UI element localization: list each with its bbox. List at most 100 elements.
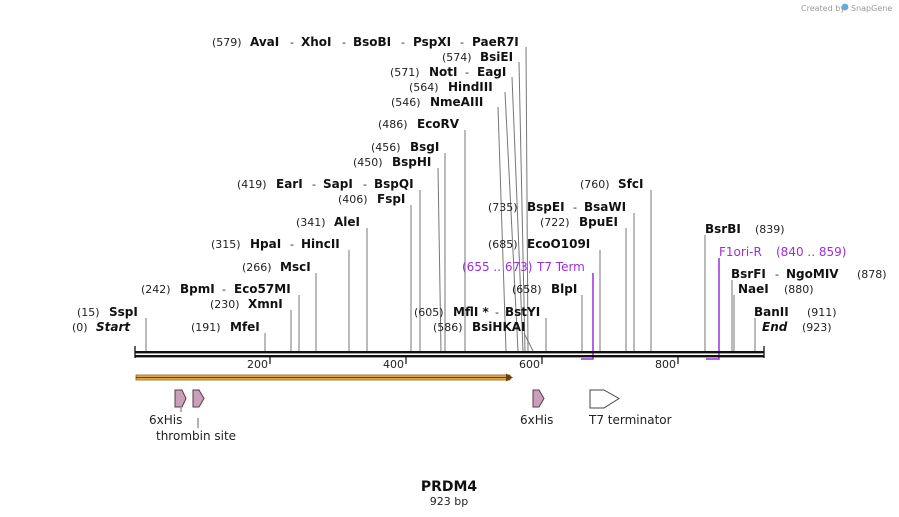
svg-text:BspEI: BspEI bbox=[527, 200, 565, 214]
svg-text:BpuEI: BpuEI bbox=[579, 215, 618, 229]
primer-arrow-f1ori-r bbox=[706, 258, 720, 360]
svg-text:(574): (574) bbox=[442, 51, 472, 64]
primer-markers bbox=[581, 258, 720, 360]
site-label-mfei[interactable]: (191) MfeI bbox=[191, 320, 260, 334]
svg-text:AvaI: AvaI bbox=[250, 35, 279, 49]
svg-text:EcoO109I: EcoO109I bbox=[527, 237, 590, 251]
svg-text:T7 Term: T7 Term bbox=[536, 260, 585, 274]
svg-text:EcoRV: EcoRV bbox=[417, 117, 460, 131]
svg-text:BsgI: BsgI bbox=[410, 140, 439, 154]
svg-text:BsiEI: BsiEI bbox=[480, 50, 513, 64]
site-label-ecoo109i[interactable]: (685) EcoO109I bbox=[488, 237, 590, 251]
svg-text:-: - bbox=[401, 36, 405, 49]
svg-text:-: - bbox=[342, 36, 346, 49]
svg-text:(15): (15) bbox=[77, 306, 100, 319]
site-label-fspi[interactable]: (406) FspI bbox=[338, 192, 405, 206]
feature-6xhis-1[interactable] bbox=[174, 389, 187, 408]
svg-text:-: - bbox=[222, 283, 226, 296]
leader-line-bsphi bbox=[437, 167, 442, 352]
brand-prefix: Created by bbox=[801, 4, 845, 13]
feature-label-6xhis-1: 6xHis bbox=[149, 413, 182, 427]
feature-6xhis-2[interactable] bbox=[532, 389, 545, 408]
site-label-bsrfi[interactable]: BsrFI - NgoMIV (878) bbox=[731, 267, 887, 281]
svg-text:-: - bbox=[573, 201, 577, 214]
site-label-sspi[interactable]: (15) SspI bbox=[77, 305, 138, 319]
feature-label-6xhis-2: 6xHis bbox=[520, 413, 553, 427]
svg-text:BsiHKAI: BsiHKAI bbox=[472, 320, 526, 334]
svg-text:(685): (685) bbox=[488, 238, 518, 251]
feature-t7-terminator[interactable] bbox=[589, 389, 620, 409]
svg-text:(840 .. 859): (840 .. 859) bbox=[776, 245, 846, 259]
site-label-bsgi[interactable]: (456) BsgI bbox=[371, 140, 439, 154]
svg-text:(0): (0) bbox=[72, 321, 88, 334]
ruler-tick-200: 200 bbox=[247, 358, 268, 371]
plasmid-name: PRDM4 bbox=[421, 479, 478, 495]
svg-text:XhoI: XhoI bbox=[301, 35, 332, 49]
leader-line-hindiii bbox=[504, 91, 519, 352]
svg-text:(456): (456) bbox=[371, 141, 401, 154]
site-label-mfli[interactable]: (605) MflI * - BstYI bbox=[414, 305, 540, 319]
dna-backbone bbox=[134, 346, 765, 358]
site-label-naei[interactable]: NaeI (880) bbox=[738, 282, 814, 296]
svg-text:HpaI: HpaI bbox=[250, 237, 281, 251]
svg-text:BspQI: BspQI bbox=[374, 177, 414, 191]
leader-line-nmeaiii bbox=[497, 106, 507, 352]
site-label-msci[interactable]: (266) MscI bbox=[242, 260, 311, 274]
site-label-alei[interactable]: (341) AleI bbox=[296, 215, 360, 229]
site-label-bspei[interactable]: (735) BspEI - BsaWI bbox=[488, 200, 626, 214]
primer-label-f1ori-r[interactable]: F1ori-R (840 .. 859) bbox=[719, 245, 846, 259]
leader-line-avai bbox=[525, 46, 529, 352]
site-label-xmni[interactable]: (230) XmnI bbox=[210, 297, 283, 311]
svg-text:-: - bbox=[312, 178, 316, 191]
feature-orf[interactable] bbox=[135, 373, 513, 382]
svg-text:(486): (486) bbox=[378, 118, 408, 131]
site-label-bsiei[interactable]: (574) BsiEI bbox=[442, 50, 513, 64]
site-label-hpai[interactable]: (315) HpaI - HincII bbox=[211, 237, 340, 251]
site-label-bpuei[interactable]: (722) BpuEI bbox=[540, 215, 618, 229]
brand-name: SnapGene bbox=[851, 4, 892, 13]
svg-text:(341): (341) bbox=[296, 216, 326, 229]
site-label-eari[interactable]: (419) EarI - SapI - BspQI bbox=[237, 177, 414, 191]
svg-text:-: - bbox=[495, 306, 499, 319]
site-label-nmeaiii[interactable]: (546) NmeAIII bbox=[391, 95, 483, 109]
svg-text:NmeAIII: NmeAIII bbox=[430, 95, 483, 109]
svg-text:(839): (839) bbox=[755, 223, 785, 236]
svg-text:(546): (546) bbox=[391, 96, 421, 109]
site-label-bpmi[interactable]: (242) BpmI - Eco57MI bbox=[141, 282, 291, 296]
svg-text:BstYI: BstYI bbox=[505, 305, 540, 319]
svg-text:BanII: BanII bbox=[754, 305, 789, 319]
svg-text:(242): (242) bbox=[141, 283, 171, 296]
site-label-ecorv[interactable]: (486) EcoRV bbox=[378, 117, 460, 131]
svg-text:(191): (191) bbox=[191, 321, 221, 334]
svg-text:Eco57MI: Eco57MI bbox=[234, 282, 291, 296]
svg-text:-: - bbox=[290, 238, 294, 251]
svg-text:(406): (406) bbox=[338, 193, 368, 206]
feature-thrombin-site[interactable] bbox=[192, 389, 205, 408]
primer-label-t7-term[interactable]: (655 .. 673) T7 Term bbox=[462, 260, 585, 274]
svg-text:AleI: AleI bbox=[334, 215, 360, 229]
svg-text:SspI: SspI bbox=[109, 305, 138, 319]
svg-text:(923): (923) bbox=[802, 321, 832, 334]
site-label-sfci[interactable]: (760) SfcI bbox=[580, 177, 643, 191]
site-label-avai[interactable]: (579) AvaI - XhoI - BsoBI - PspXI - PaeR… bbox=[212, 35, 519, 49]
svg-text:(579): (579) bbox=[212, 36, 242, 49]
svg-text:BsrFI: BsrFI bbox=[731, 267, 766, 281]
site-label-banii[interactable]: BanII (911) bbox=[754, 305, 837, 319]
svg-text:EagI: EagI bbox=[477, 65, 506, 79]
site-label-blpi[interactable]: (658) BlpI bbox=[512, 282, 577, 296]
svg-text:BsoBI: BsoBI bbox=[353, 35, 391, 49]
svg-text:(315): (315) bbox=[211, 238, 241, 251]
svg-text:BsaWI: BsaWI bbox=[584, 200, 626, 214]
svg-text:HincII: HincII bbox=[301, 237, 340, 251]
site-label-bsrbi[interactable]: BsrBI (839) bbox=[705, 222, 785, 236]
site-label-bsihkai[interactable]: (586) BsiHKAI bbox=[433, 320, 526, 334]
svg-text:NgoMIV: NgoMIV bbox=[786, 267, 839, 281]
svg-text:F1ori-R: F1ori-R bbox=[719, 245, 762, 259]
ruler-tick-400: 400 bbox=[383, 358, 404, 371]
site-label-hindiii[interactable]: (564) HindIII bbox=[409, 80, 493, 94]
plasmid-length: 923 bp bbox=[430, 495, 468, 508]
svg-text:(450): (450) bbox=[353, 156, 383, 169]
site-label-noti[interactable]: (571) NotI - EagI bbox=[390, 65, 506, 79]
svg-text:(735): (735) bbox=[488, 201, 518, 214]
site-label-bsphi[interactable]: (450) BspHI bbox=[353, 155, 431, 169]
